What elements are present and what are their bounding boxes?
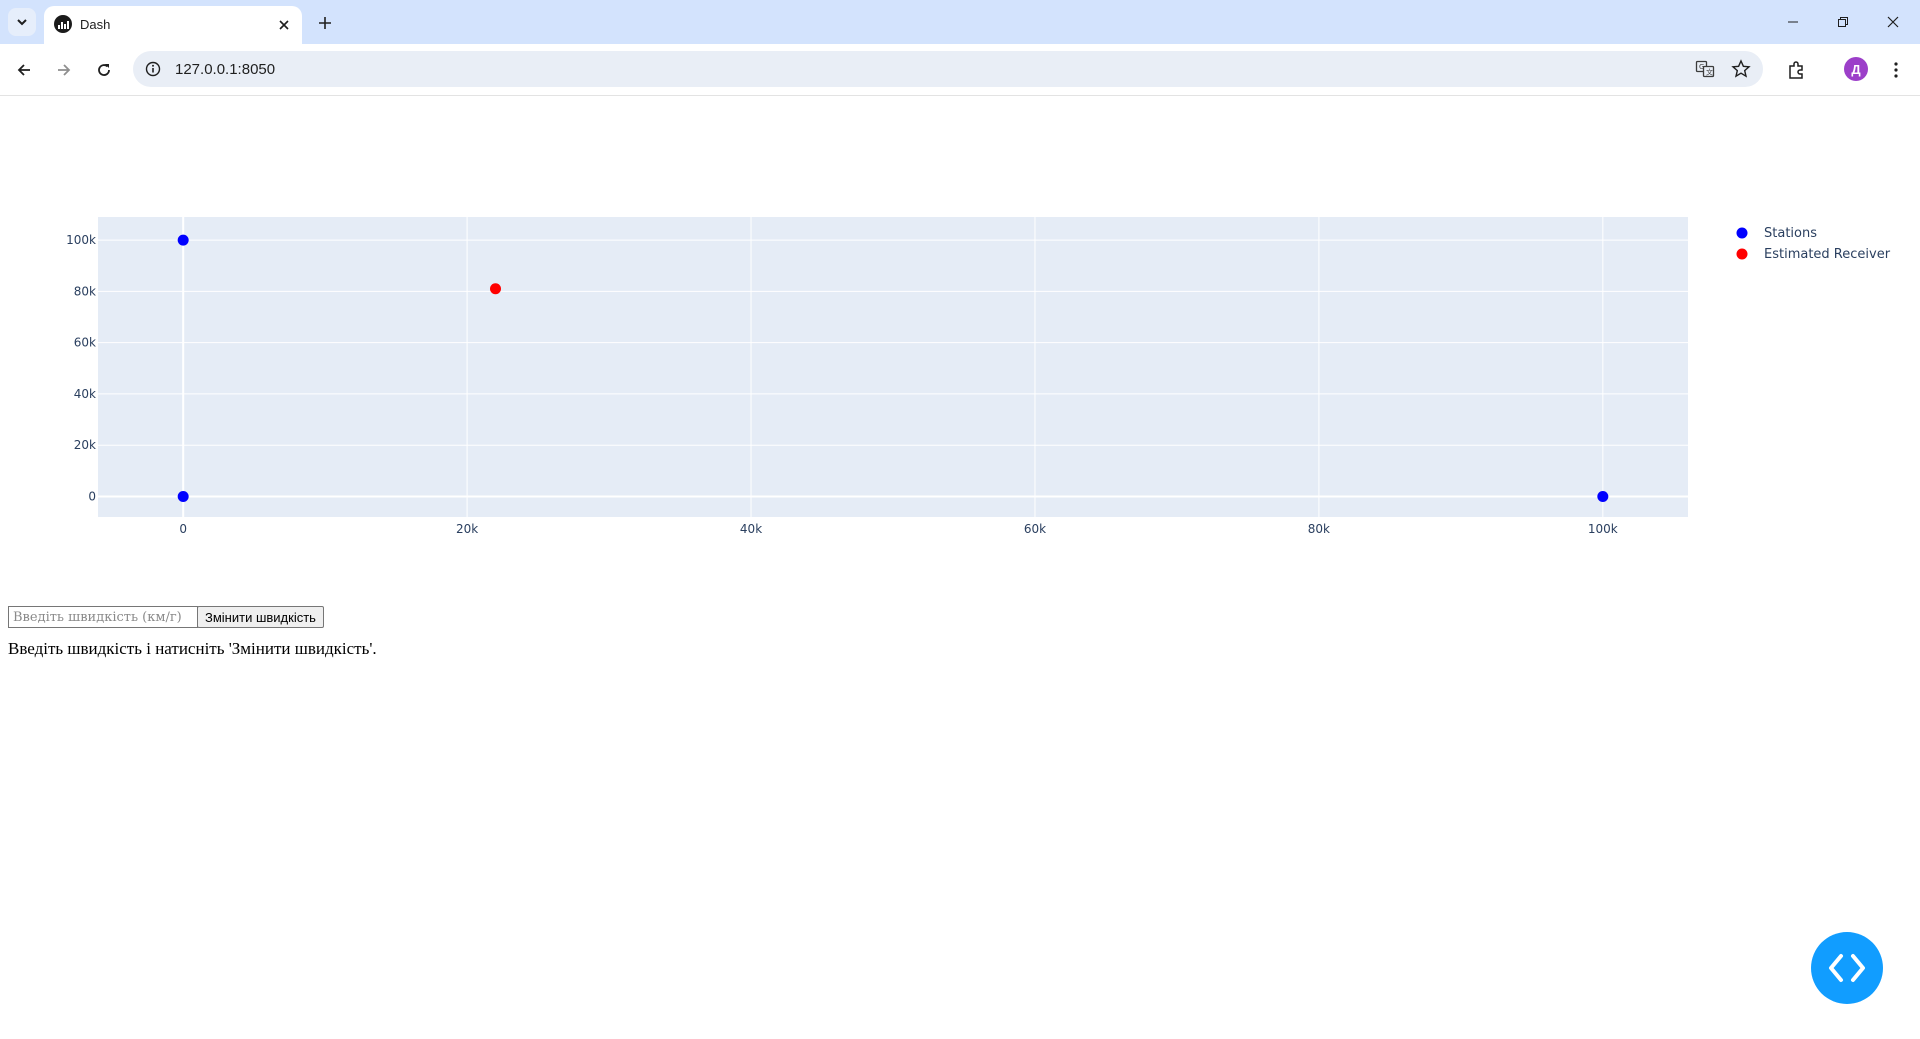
status-message: Введіть швидкість і натисніть 'Змінити ш… bbox=[8, 639, 377, 658]
chevron-down-icon bbox=[17, 19, 27, 26]
puzzle-icon bbox=[1789, 61, 1803, 79]
speed-input[interactable] bbox=[8, 606, 198, 628]
tick-labels: 0 20k 40k 60k 80k 100k 0 20k 40k 60k 80k 100k bbox=[66, 233, 1618, 536]
info-icon bbox=[145, 61, 161, 77]
reload-button[interactable] bbox=[88, 54, 120, 86]
new-tab-button[interactable] bbox=[312, 10, 338, 36]
y-tick-label: 80k bbox=[74, 284, 96, 298]
site-info-button[interactable] bbox=[143, 59, 163, 79]
browser-menu-button[interactable] bbox=[1882, 56, 1910, 84]
star-icon bbox=[1731, 59, 1751, 78]
plot-area bbox=[98, 217, 1688, 517]
data-point bbox=[490, 283, 501, 295]
y-tick-label: 0 bbox=[88, 489, 96, 503]
restore-icon bbox=[1838, 17, 1848, 27]
x-tick-label: 0 bbox=[179, 522, 187, 536]
bookmark-button[interactable] bbox=[1729, 57, 1753, 81]
legend-marker bbox=[1736, 248, 1748, 260]
scatter-chart[interactable]: 0 20k 40k 60k 80k 100k 0 20k 40k 60k 80k 100k Stati… bbox=[0, 97, 1920, 557]
legend-marker bbox=[1736, 227, 1748, 239]
extensions-button[interactable] bbox=[1782, 56, 1810, 84]
x-tick-label: 40k bbox=[740, 522, 762, 536]
debug-menu-button[interactable] bbox=[1811, 932, 1883, 1004]
change-speed-button[interactable]: Змінити швидкість bbox=[197, 606, 324, 628]
y-tick-label: 20k bbox=[74, 438, 96, 452]
arrow-left-icon bbox=[17, 64, 30, 76]
chart-legend: Stations Estimated Receiver bbox=[1736, 226, 1891, 262]
tab-close-button[interactable] bbox=[274, 15, 294, 35]
y-tick-label: 40k bbox=[74, 387, 96, 401]
data-point bbox=[177, 490, 189, 502]
minimize-button[interactable] bbox=[1770, 0, 1816, 44]
svg-text:G: G bbox=[1699, 63, 1704, 71]
browser-tab[interactable]: Dash bbox=[44, 6, 302, 44]
svg-text:文: 文 bbox=[1706, 68, 1713, 77]
close-icon bbox=[1887, 16, 1899, 28]
close-icon bbox=[279, 20, 289, 30]
url-text: 127.0.0.1:8050 bbox=[175, 61, 276, 78]
grid-lines bbox=[98, 217, 1688, 517]
x-tick-label: 20k bbox=[456, 522, 478, 536]
restore-button[interactable] bbox=[1820, 0, 1866, 44]
browser-toolbar: 127.0.0.1:8050 G 文 Д bbox=[0, 44, 1920, 96]
x-tick-label: 80k bbox=[1308, 522, 1330, 536]
x-tick-label: 100k bbox=[1588, 522, 1618, 536]
legend-label: Estimated Receiver bbox=[1764, 247, 1891, 262]
legend-label: Stations bbox=[1764, 226, 1817, 241]
address-bar[interactable]: 127.0.0.1:8050 G 文 bbox=[133, 51, 1763, 87]
data-point bbox=[1597, 490, 1609, 502]
translate-button[interactable]: G 文 bbox=[1693, 57, 1717, 81]
forward-button[interactable] bbox=[48, 54, 80, 86]
arrow-right-icon bbox=[58, 64, 71, 76]
data-point bbox=[177, 234, 189, 246]
y-tick-label: 100k bbox=[66, 233, 96, 247]
x-tick-label: 60k bbox=[1024, 522, 1046, 536]
code-brackets-icon bbox=[1829, 954, 1865, 982]
reload-icon bbox=[98, 64, 110, 76]
data-points bbox=[177, 234, 1609, 502]
kebab-menu-icon bbox=[1894, 62, 1898, 78]
tab-title: Dash bbox=[80, 17, 111, 32]
minimize-icon bbox=[1788, 21, 1798, 23]
tab-strip: Dash bbox=[0, 0, 1920, 44]
tab-search-button[interactable] bbox=[8, 8, 36, 36]
translate-icon: G 文 bbox=[1695, 60, 1715, 78]
dash-logo-icon bbox=[54, 15, 72, 33]
profile-avatar[interactable]: Д bbox=[1844, 57, 1868, 81]
page-content: 0 20k 40k 60k 80k 100k 0 20k 40k 60k 80k 100k Stati… bbox=[0, 97, 1920, 1039]
back-button[interactable] bbox=[8, 54, 40, 86]
close-window-button[interactable] bbox=[1870, 0, 1916, 44]
plus-icon bbox=[319, 17, 331, 29]
y-tick-label: 60k bbox=[74, 336, 96, 350]
